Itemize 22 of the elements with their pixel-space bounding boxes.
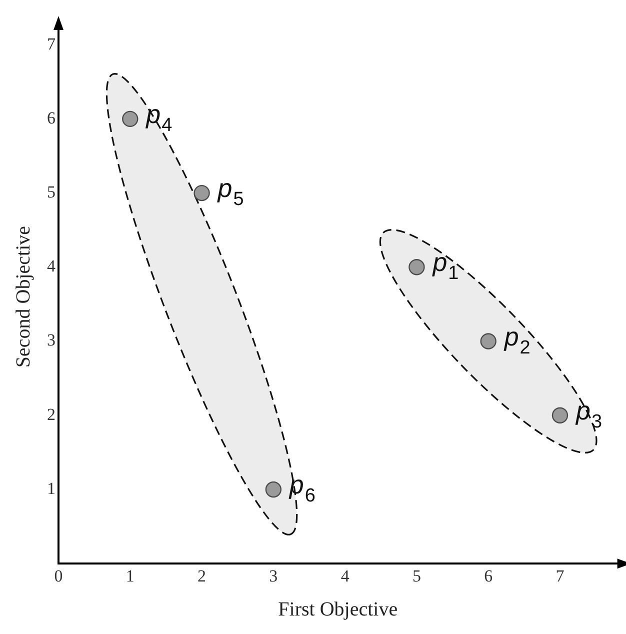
y-tick-label: 5 [47,182,56,202]
point [194,184,210,202]
x-tick-label: 5 [412,566,421,586]
x-tick-label: 6 [484,566,493,586]
x-tick-label: 1 [126,566,134,586]
y-tick-label: 4 [47,256,56,276]
y-tick-label: 7 [47,34,56,54]
y-tick-label: 2 [47,404,56,424]
x-tick-label: 7 [556,566,565,586]
y-axis-title: Second Objective [12,226,34,368]
point [265,481,282,498]
point [122,110,138,128]
point [552,407,568,424]
y-tick-label: 6 [47,108,56,128]
y-tick-label: 1 [47,478,56,498]
x-tick-label: 3 [269,566,278,586]
x-axis-title: First Objective [278,598,398,620]
y-tick-label: 3 [47,330,56,350]
x-tick-label: 4 [340,566,350,586]
x-tick-label: 0 [54,566,63,586]
point [408,259,425,276]
x-tick-label: 2 [198,566,206,586]
